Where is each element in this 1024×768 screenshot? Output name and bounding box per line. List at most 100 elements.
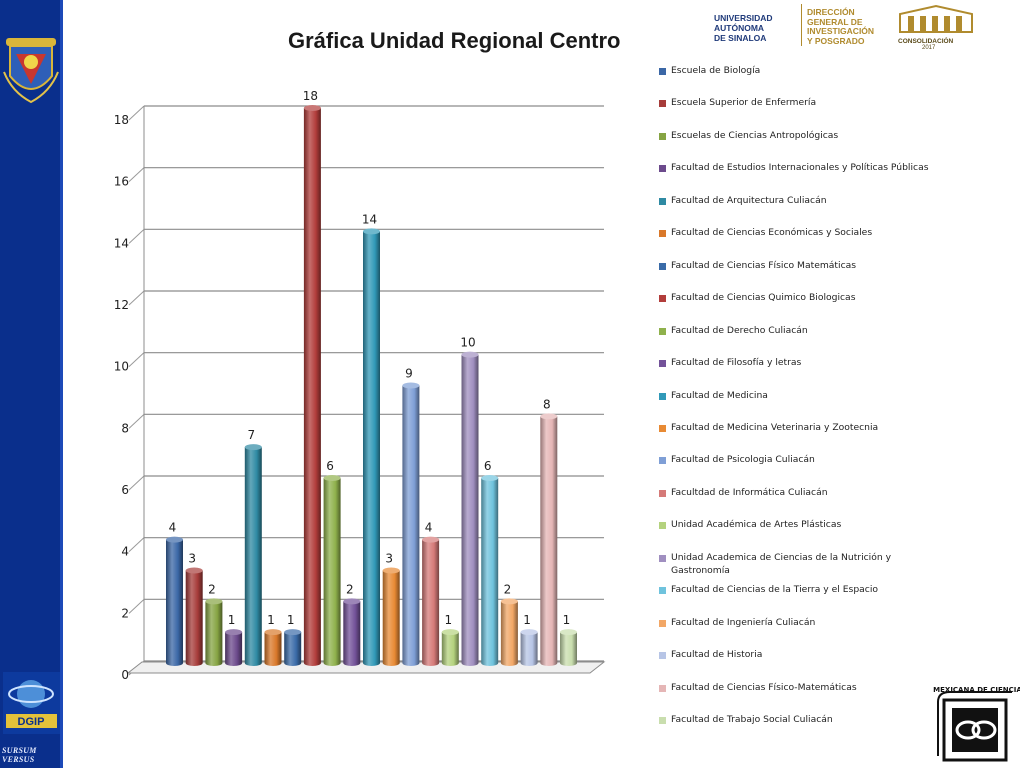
legend-item: Facultad de Ciencias de la Tierra y el E…	[659, 583, 949, 596]
legend-swatch	[659, 295, 666, 303]
legend-swatch	[659, 554, 666, 562]
bar-body	[382, 570, 400, 666]
y-tick-label: 16	[114, 175, 129, 189]
bar-3	[205, 598, 223, 666]
legend-label: Escuelas de Ciencias Antropológicas	[671, 129, 839, 141]
bar-15	[441, 629, 459, 666]
legend-item: Escuelas de Ciencias Antropológicas	[659, 129, 949, 142]
legend-item: Facultdad de Informática Culiacán	[659, 486, 949, 499]
chart-legend: Escuela de Biología Escuela Superior de E…	[659, 64, 949, 744]
legend-swatch	[659, 262, 666, 270]
bar-20	[540, 413, 558, 666]
y-tick-label: 4	[121, 545, 129, 559]
bar-body	[520, 632, 538, 666]
legend-item: Facultad de Derecho Culiacán	[659, 324, 949, 337]
data-label: 2	[208, 582, 216, 596]
bar-top	[520, 629, 538, 636]
bar-top	[500, 598, 518, 605]
bar-body	[343, 601, 361, 666]
data-label: 9	[405, 367, 413, 381]
bar-11	[363, 228, 380, 667]
data-label: 4	[169, 521, 177, 535]
legend-label: Escuela Superior de Enfermería	[671, 97, 817, 109]
legend-label: Facultad de Ciencias Físico Matemáticas	[671, 259, 857, 271]
bar-body	[303, 108, 321, 666]
bar-10	[343, 598, 361, 666]
legend-swatch	[659, 68, 666, 75]
bar-top	[441, 629, 459, 636]
direction-name: DIRECCIÓN GENERAL DE INVESTIGACIÓN Y POS…	[807, 7, 875, 46]
bar-top	[244, 444, 262, 451]
data-label: 2	[346, 582, 354, 596]
legend-label: Facultad de Ciencias Económicas y Social…	[671, 227, 873, 239]
grid-line-depth	[128, 352, 145, 368]
legend-swatch	[659, 197, 666, 205]
legend-item: Escuela Superior de Enfermería	[659, 96, 949, 109]
y-tick-label: 10	[114, 360, 129, 374]
bar-body	[422, 539, 440, 666]
bar-body	[264, 632, 282, 666]
bar-top	[540, 413, 558, 420]
legend-label: Facultad de Medicina Veterinaria y Zoote…	[671, 421, 879, 433]
legend-swatch	[659, 522, 666, 530]
bar-body	[225, 632, 243, 666]
bar-body	[560, 632, 577, 666]
sidebar-motto: SURSUM VERSUS	[2, 746, 37, 764]
legend-label: Facultad de Ciencias Físico-Matemáticas	[671, 681, 857, 693]
bar-body	[363, 231, 380, 667]
bar-top	[363, 228, 380, 235]
legend-swatch	[659, 652, 666, 660]
legend-label: Facultad de Historia	[671, 649, 763, 661]
legend-item: Escuela de Biología	[659, 64, 949, 77]
data-label: 6	[326, 459, 334, 473]
bar-top	[225, 629, 243, 636]
bar-6	[264, 629, 282, 666]
data-label: 1	[267, 613, 275, 627]
legend-swatch	[659, 230, 666, 238]
data-label: 3	[188, 552, 196, 566]
legend-swatch	[659, 457, 666, 465]
dgip-label: DGIP	[18, 716, 45, 728]
y-tick-label: 14	[114, 236, 129, 250]
legend-swatch	[659, 360, 666, 368]
legend-swatch	[659, 392, 666, 400]
bar-top	[422, 536, 440, 543]
bar-13	[402, 382, 420, 666]
bar-2	[185, 567, 203, 666]
legend-swatch	[659, 587, 666, 595]
legend-item: Facultad de Arquitectura Culiacán	[659, 194, 949, 207]
data-label: 14	[362, 212, 377, 226]
bar-body	[540, 416, 558, 666]
legend-swatch	[659, 717, 666, 724]
legend-swatch	[659, 327, 666, 335]
data-label: 7	[247, 428, 255, 442]
grid-line-depth	[128, 290, 145, 306]
grid-line-depth	[128, 475, 145, 491]
grid-line-depth	[128, 537, 145, 553]
legend-item: Facultad de Ciencias Físico Matemáticas	[659, 259, 949, 272]
legend-swatch	[659, 165, 666, 173]
bar-top	[402, 382, 420, 389]
page-title: Gráfica Unidad Regional Centro	[288, 28, 621, 53]
legend-swatch	[659, 100, 666, 108]
legend-item: Facultad de Filosofía y letras	[659, 356, 949, 369]
legend-item: Unidad Académica de Artes Plásticas	[659, 518, 949, 531]
bar-body	[402, 385, 420, 666]
data-label: 10	[460, 336, 475, 350]
legend-swatch	[659, 424, 666, 432]
bar-17	[481, 475, 499, 666]
legend-item: Unidad Academica de Ciencias de la Nutri…	[659, 551, 949, 577]
data-label: 1	[523, 613, 531, 627]
bar-body	[284, 632, 302, 666]
legend-item: Facultad de Trabajo Social Culiacán	[659, 713, 949, 726]
y-tick-label: 2	[121, 606, 129, 620]
bar-top	[343, 598, 361, 605]
bar-body	[244, 447, 262, 666]
data-label: 8	[543, 397, 551, 411]
bar-body	[323, 478, 341, 666]
grid-line-depth	[128, 598, 145, 614]
legend-swatch	[659, 619, 666, 627]
uas-crest-logo	[3, 38, 59, 104]
bar-21	[560, 629, 577, 666]
